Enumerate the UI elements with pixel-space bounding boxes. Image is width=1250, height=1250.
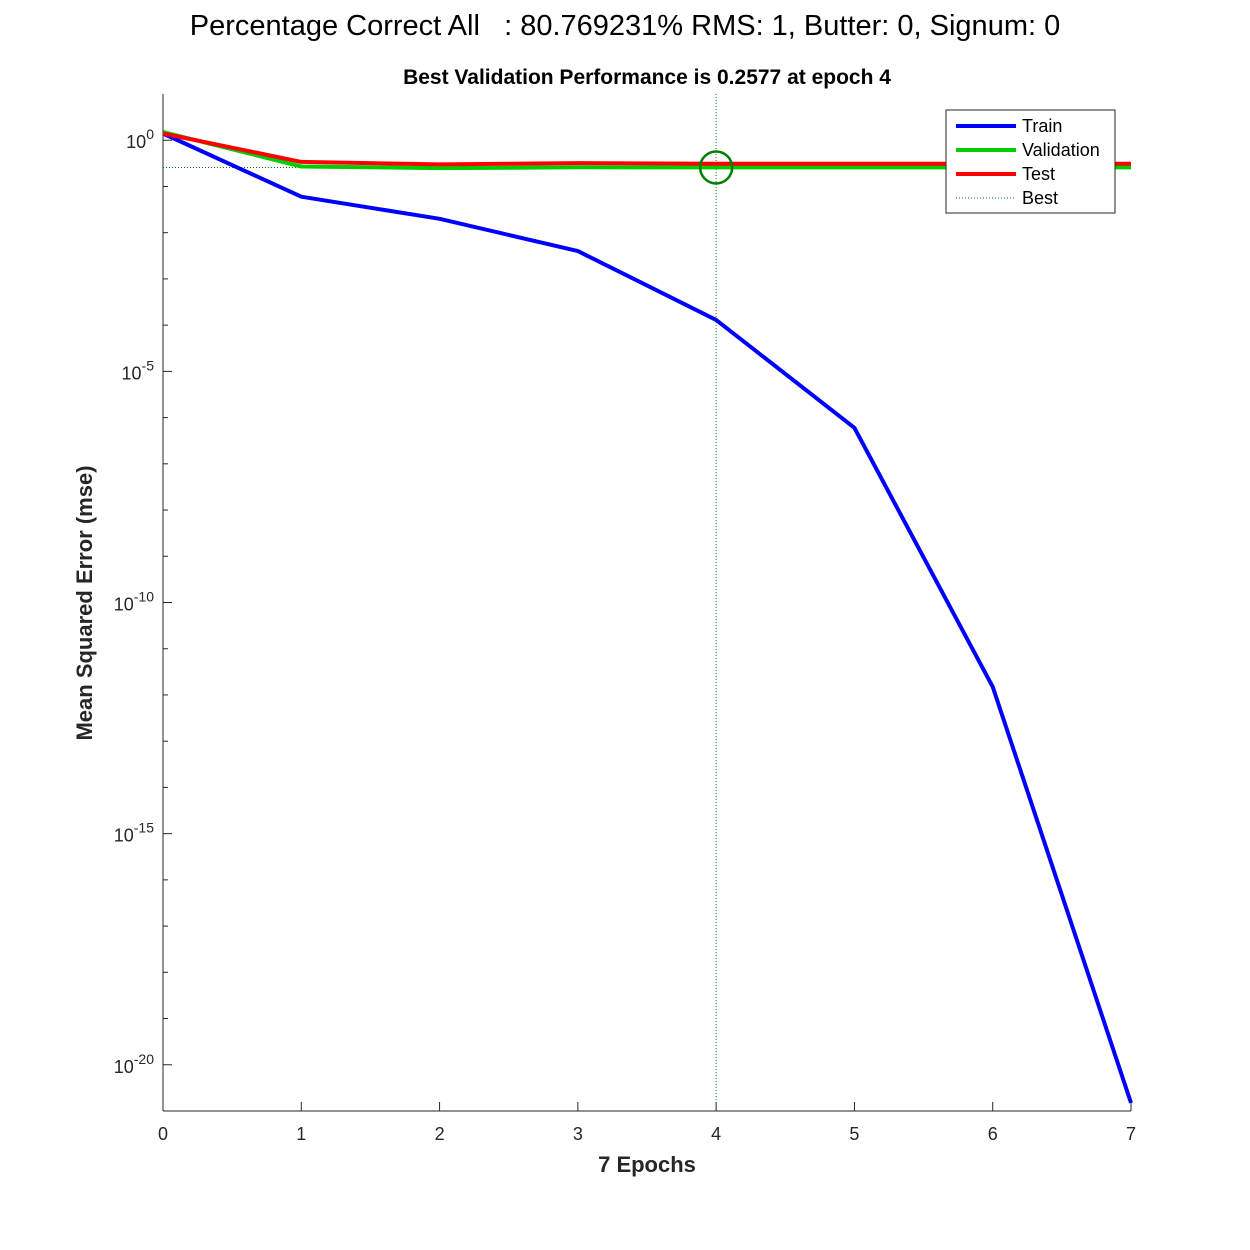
x-tick-label: 0 <box>158 1124 168 1144</box>
x-tick-label: 5 <box>849 1124 859 1144</box>
y-tick-label: 10-10 <box>114 589 154 615</box>
y-tick-label: 10-5 <box>122 357 155 383</box>
legend-label-test: Test <box>1022 164 1055 184</box>
series-lines <box>162 94 1133 1111</box>
best-point-marker <box>698 150 734 185</box>
x-tick-label: 2 <box>435 1124 445 1144</box>
x-tick-label: 1 <box>296 1124 306 1144</box>
x-tick-label: 7 <box>1126 1124 1136 1144</box>
legend-label-best: Best <box>1022 188 1058 208</box>
figure-title: Percentage Correct All : 80.769231% RMS:… <box>189 10 1061 42</box>
legend-label-validation: Validation <box>1022 140 1100 160</box>
x-tick-label: 6 <box>988 1124 998 1144</box>
x-tick-label: 3 <box>573 1124 583 1144</box>
series-line-train <box>162 131 1133 1104</box>
y-tick-label: 10-20 <box>114 1051 154 1077</box>
y-tick-label: 10-15 <box>114 820 154 846</box>
chart-title: Best Validation Performance is 0.2577 at… <box>403 66 891 89</box>
axes: 0 1 2 3 4 5 6 7 100 10-5 10-10 10-15 10-20 <box>114 94 1136 1144</box>
legend: Train Validation Test Best <box>945 109 1116 214</box>
x-tick-label: 4 <box>711 1124 721 1144</box>
x-axis-title: 7 Epochs <box>598 1152 696 1177</box>
legend-label-train: Train <box>1022 116 1062 136</box>
y-axis-title: Mean Squared Error (mse) <box>72 465 97 740</box>
y-tick-label: 100 <box>126 126 154 152</box>
